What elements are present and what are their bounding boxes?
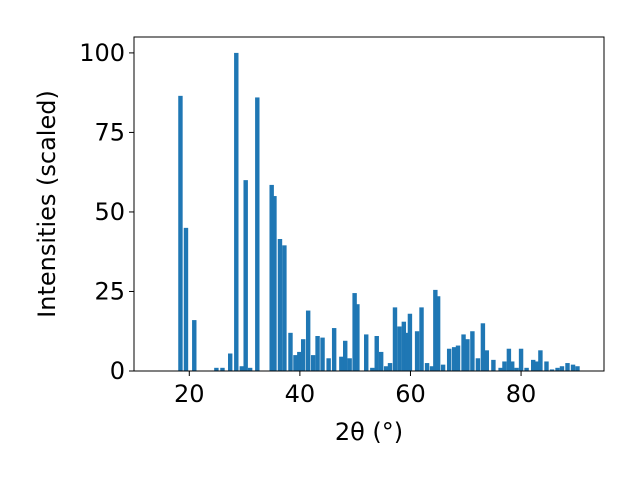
x-tick-label: 60 [395,380,426,408]
bar [518,348,524,371]
bar [484,350,489,371]
bar [272,196,277,371]
bar [435,296,441,371]
bar [300,339,306,371]
bar [247,367,253,371]
bar [404,332,410,371]
bar [446,348,452,371]
bar [510,361,515,371]
bar [440,364,446,371]
bar [455,345,461,371]
bar [347,358,352,371]
bar [544,361,549,371]
bar [234,52,239,372]
bar [293,355,298,371]
bar [465,339,470,371]
bar [282,245,287,371]
bar [297,351,302,371]
y-tick-label: 0 [110,357,125,385]
x-axis-label: 2θ (°) [335,418,403,446]
bar [397,326,402,371]
y-tick-label: 50 [94,198,125,226]
bar [392,307,398,371]
bar [414,331,420,371]
bar [355,304,360,371]
bar [320,337,325,371]
y-tick-label: 75 [94,118,125,146]
bar [383,366,389,371]
x-tick-label: 20 [174,380,205,408]
bar [461,334,466,371]
plot-area-frame [133,36,605,372]
y-axis-label: Intensities (scaled) [33,90,61,318]
bar [183,227,189,371]
bar [401,321,407,371]
bar [364,334,369,371]
bar [419,307,424,371]
bar [531,359,536,371]
bar [538,350,543,371]
bar [433,289,438,371]
x-tick-label: 40 [285,380,316,408]
bar [534,361,539,371]
bar [326,358,331,371]
bar [480,323,486,371]
bar [178,95,183,371]
bar [451,347,457,371]
bar [243,180,248,371]
bar [305,310,311,371]
bar [352,293,357,371]
bar [407,313,413,371]
bar [343,340,348,371]
bar [549,369,555,371]
bar [424,363,430,371]
bar [565,363,570,371]
x-axis-ticks: 20 40 60 80 [174,371,536,408]
bar [491,359,496,371]
bar [310,355,316,371]
bar [387,363,393,371]
y-axis-ticks: 0 25 50 75 100 [79,39,134,385]
y-tick-label: 100 [79,39,125,67]
bar [370,367,375,371]
x-tick-label: 80 [506,380,537,408]
bar [239,366,245,371]
bar [288,332,293,371]
bar [192,320,197,371]
bar [214,367,219,371]
bar [506,348,512,371]
bar [220,367,225,371]
bar [559,366,565,371]
bar [315,336,320,371]
bar [470,331,475,371]
bar [429,366,435,371]
bar [524,367,529,371]
bar [339,356,344,371]
bar [277,238,283,371]
bar [502,361,507,371]
bar [570,364,576,371]
bar [331,328,337,371]
bar [475,358,481,371]
bar [374,336,379,371]
bar [228,353,233,371]
bar-series [178,52,580,372]
bar [269,184,274,371]
bar [255,97,260,371]
bar [555,367,560,371]
bar [498,367,503,371]
bar [378,351,384,371]
y-tick-label: 25 [94,277,125,305]
bar [575,366,580,371]
bar [514,367,519,371]
